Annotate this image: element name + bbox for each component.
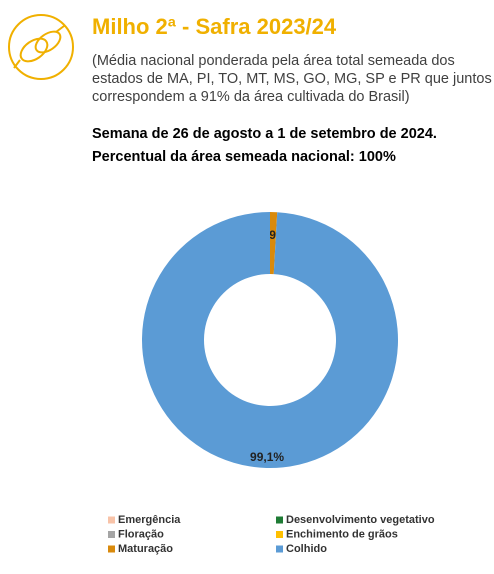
donut-slice	[270, 212, 278, 275]
legend-label: Emergência	[118, 514, 181, 526]
legend-swatch	[276, 545, 283, 553]
legend-label: Enchimento de grãos	[286, 528, 398, 540]
legend-swatch	[108, 545, 115, 553]
legend-label: Colhido	[286, 543, 327, 555]
data-label: 99,1%	[250, 450, 284, 464]
title: Milho 2ª - Safra 2023/24	[92, 14, 337, 39]
legend-swatch	[108, 531, 115, 538]
legend-label: Maturação	[118, 543, 173, 555]
area-label: Percentual da área semeada nacional: 100…	[92, 149, 396, 165]
donut-slice	[142, 212, 398, 468]
legend-swatch	[276, 531, 283, 538]
corn-icon	[8, 14, 74, 80]
legend-label: Floração	[118, 528, 164, 540]
subtitle: (Média nacional ponderada pela área tota…	[92, 53, 492, 105]
legend-swatch	[108, 516, 115, 524]
donut-chart: Emergência Desenvolvimento vegetativo Flor…	[108, 212, 435, 555]
legend-label: Desenvolvimento vegetativo	[286, 514, 435, 526]
week-label: Semana de 26 de agosto a 1 de setembro d…	[92, 126, 437, 142]
legend-swatch	[276, 516, 283, 524]
